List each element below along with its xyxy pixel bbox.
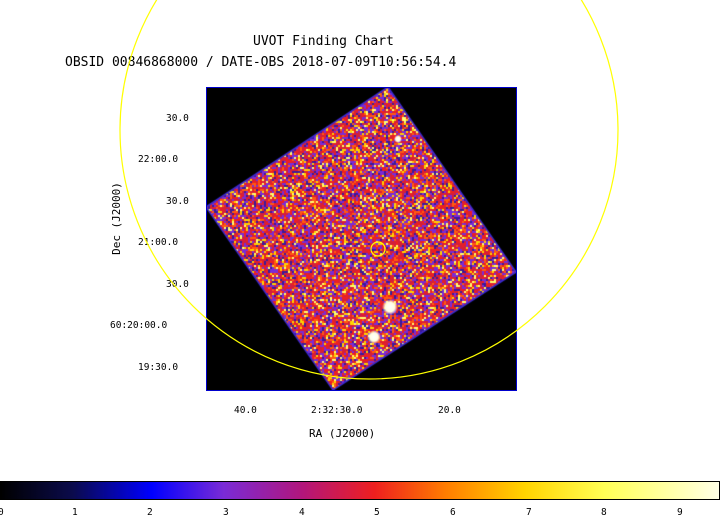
colorbar-tick: 7 [526, 507, 532, 518]
colorbar [0, 481, 720, 500]
chart-subtitle: OBSID 00846868000 / DATE-OBS 2018-07-09T… [65, 55, 457, 70]
colorbar-tick: 5 [374, 507, 380, 518]
y-tick-label: 19:30.0 [138, 362, 179, 373]
colorbar-tick: 3 [223, 507, 229, 518]
y-tick-label: 60:20:00.0 [110, 320, 168, 331]
image-frame [206, 87, 516, 390]
chart-title: UVOT Finding Chart [253, 34, 394, 49]
y-axis-label: Dec (J2000) [109, 182, 123, 255]
colorbar-tick: 9 [677, 507, 683, 518]
colorbar-tick: 6 [450, 507, 456, 518]
uvot-image [206, 87, 516, 390]
colorbar-tick: 4 [299, 507, 305, 518]
y-tick-label: 22:00.0 [138, 154, 179, 165]
y-tick-label: 30.0 [166, 196, 189, 207]
colorbar-tick: 1 [72, 507, 78, 518]
x-tick-label: 2:32:30.0 [311, 405, 363, 416]
y-tick-label: 21:00.0 [138, 237, 179, 248]
colorbar-tick: 8 [601, 507, 607, 518]
y-tick-label: 30.0 [166, 279, 189, 290]
x-tick-label: 40.0 [234, 405, 257, 416]
colorbar-tick: 0 [0, 507, 4, 518]
x-axis-label: RA (J2000) [309, 427, 376, 440]
y-tick-label: 30.0 [166, 113, 189, 124]
colorbar-tick: 2 [147, 507, 153, 518]
x-tick-label: 20.0 [438, 405, 461, 416]
